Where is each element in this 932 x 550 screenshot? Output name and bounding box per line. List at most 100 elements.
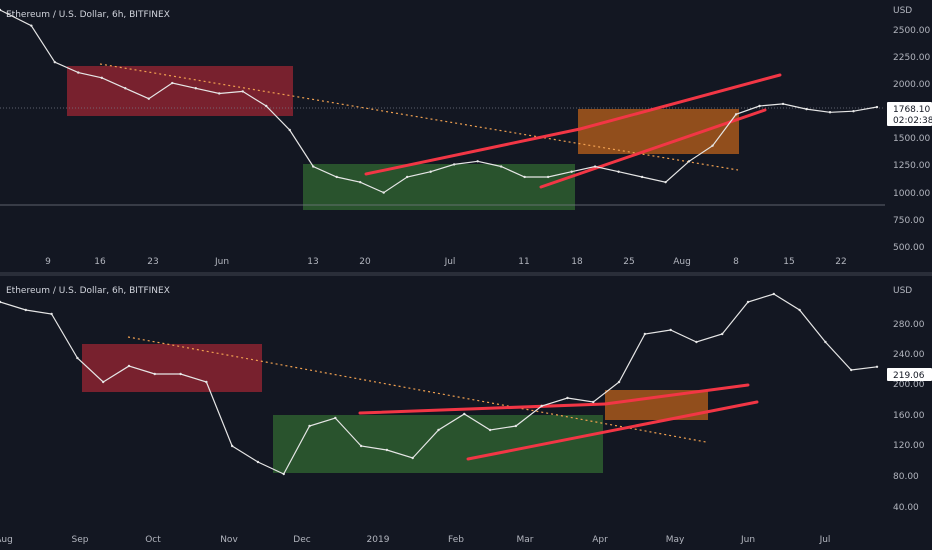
price-point [153,372,156,376]
price-point [385,448,389,452]
x-tick-label: Aug [673,257,691,267]
y-tick-label: 2500.00 [893,26,930,36]
price-point [514,424,518,428]
price-point [695,340,698,344]
channel-line-2 [466,400,759,461]
price-point [643,332,647,336]
x-tick-label: 13 [307,257,318,267]
y-tick-label: 1250.00 [893,161,930,171]
price-point [0,300,2,304]
x-tick-label: 16 [94,257,106,267]
x-tick-label: 15 [783,257,794,267]
price-point [687,160,691,163]
price-point [640,175,644,179]
last-price-tag [887,368,932,381]
zone-rect-1 [303,164,575,210]
price-point [437,428,440,432]
price-point [523,175,526,179]
price-point [24,308,27,312]
bottom-chart-panel[interactable]: Ethereum / U.S. Dollar, 6h, BITFINEX USD… [0,276,932,550]
x-tick-label: May [666,535,685,545]
price-point [499,165,503,168]
pane-divider[interactable] [0,272,932,276]
last-price-label: 219.06 [893,371,925,381]
y-axis-unit: USD [893,6,912,16]
price-point [205,380,208,384]
y-tick-label: 1000.00 [893,189,930,199]
price-point [53,60,57,64]
x-tick-label: Jun [740,535,755,545]
price-point [711,144,714,147]
x-tick-label: Nov [220,535,238,545]
price-point [805,107,808,111]
y-tick-label: 1500.00 [893,134,930,144]
price-point [101,380,105,384]
price-point [335,175,338,179]
price-point [463,412,466,416]
y-tick-label: 2250.00 [893,53,930,63]
price-point [256,460,260,464]
y-tick-label: 80.00 [893,472,919,482]
price-point [282,472,285,476]
x-tick-label: Mar [517,535,534,545]
top-chart-panel[interactable]: Ethereum / U.S. Dollar, 6h, BITFINEX USD… [0,0,932,272]
price-point [179,372,182,376]
channel-line-2 [539,108,767,189]
price-point [734,113,738,116]
price-point [76,356,79,360]
price-point [100,76,103,80]
x-tick-label: 2019 [367,535,390,545]
y-tick-label: 240.00 [893,350,925,360]
price-point [359,444,363,448]
price-point [669,328,672,332]
chart-title: Ethereum / U.S. Dollar, 6h, BITFINEX [6,286,170,296]
x-tick-label: 23 [147,257,158,267]
price-point [218,92,221,95]
x-tick-label: Feb [448,535,464,545]
zone-rect-1 [273,415,603,473]
price-point [772,292,776,296]
price-point [476,160,479,163]
price-point [570,170,573,173]
price-point [50,312,53,316]
price-point [0,8,2,12]
price-point [429,170,432,173]
price-point [334,416,337,420]
price-point [592,400,595,404]
x-tick-label: Oct [145,535,161,545]
channel-line-0 [358,402,607,415]
x-tick-label: 11 [518,257,529,267]
y-axis-unit: USD [893,286,912,296]
y-tick-label: 160.00 [893,411,925,421]
x-tick-label: Jul [819,535,831,545]
x-tick-label: Aug [0,535,13,545]
price-point [308,424,311,428]
zone-rect-0 [82,344,262,392]
countdown-label: 02:02:38 [893,116,932,126]
price-point [171,81,174,85]
price-series-line [0,9,878,194]
price-point [30,24,33,27]
price-point [850,368,853,372]
price-point [824,340,827,344]
price-point [781,102,785,106]
price-point [593,165,597,168]
channel-line-1 [603,383,750,406]
price-point [405,175,409,179]
x-tick-label: Jul [444,257,456,267]
bottom-chart-svg[interactable]: Ethereum / U.S. Dollar, 6h, BITFINEX USD… [0,276,932,550]
price-point [540,404,543,408]
top-chart-svg[interactable]: Ethereum / U.S. Dollar, 6h, BITFINEX USD… [0,0,932,272]
price-point [721,332,724,336]
x-tick-label: 18 [571,257,583,267]
y-tick-label: 40.00 [893,503,919,513]
price-point [194,87,197,90]
price-point [875,365,879,368]
price-point [488,428,492,432]
y-tick-label: 280.00 [893,320,925,330]
price-point [828,111,832,114]
channel-line-0 [364,127,582,176]
price-point [617,170,620,173]
y-tick-label: 2000.00 [893,80,930,90]
last-price-tag [887,102,932,126]
